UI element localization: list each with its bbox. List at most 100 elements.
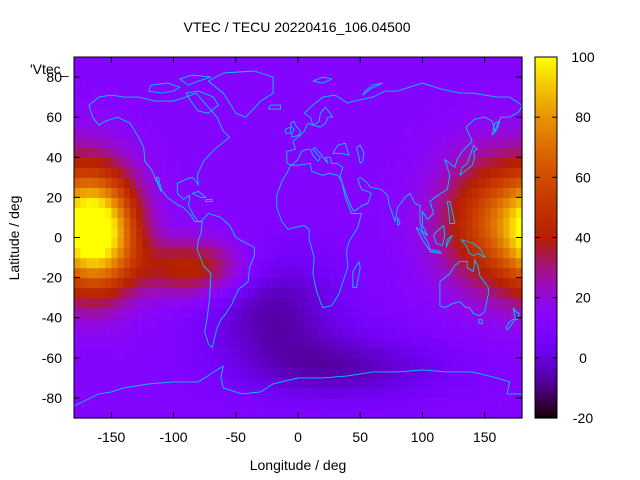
heatmap-cell: [397, 227, 405, 239]
heatmap-cell: [453, 247, 461, 259]
heatmap-cell: [354, 127, 361, 138]
heatmap-cell: [148, 217, 156, 229]
heatmap-cell: [279, 267, 287, 279]
heatmap-cell: [298, 107, 305, 118]
heatmap-cell: [198, 257, 206, 269]
heatmap-cell: [254, 107, 262, 118]
heatmap-cell: [347, 217, 355, 229]
heatmap-cell: [428, 237, 436, 249]
heatmap-cell: [92, 87, 100, 98]
heatmap-cell: [223, 197, 231, 209]
heatmap-cell: [98, 137, 106, 148]
heatmap-cell: [410, 187, 417, 198]
heatmap-cell: [86, 347, 94, 359]
heatmap-cell: [509, 397, 517, 409]
heatmap-cell: [136, 307, 144, 319]
heatmap-cell: [123, 97, 131, 108]
heatmap-cell: [260, 87, 268, 98]
heatmap-cell: [484, 207, 492, 219]
heatmap-cell: [490, 367, 498, 379]
heatmap-cell: [459, 357, 467, 369]
heatmap-cell: [291, 147, 299, 158]
heatmap-cell: [229, 317, 237, 329]
heatmap-cell: [254, 317, 262, 329]
heatmap-cell: [410, 107, 417, 118]
heatmap-cell: [285, 337, 293, 349]
heatmap-cell: [279, 367, 287, 379]
heatmap-cell: [161, 187, 168, 198]
heatmap-cell: [223, 87, 231, 98]
heatmap-cell: [105, 227, 112, 239]
heatmap-cell: [360, 97, 368, 108]
heatmap-cell: [136, 127, 144, 138]
heatmap-cell: [136, 407, 144, 419]
heatmap-cell: [92, 257, 100, 269]
heatmap-cell: [192, 67, 200, 78]
heatmap-cell: [248, 277, 256, 289]
heatmap-cell: [416, 167, 424, 178]
heatmap-cell: [472, 137, 480, 148]
heatmap-cell: [372, 197, 380, 209]
heatmap-cell: [391, 317, 399, 329]
heatmap-cell: [130, 347, 137, 359]
heatmap-cell: [497, 347, 504, 359]
heatmap-cell: [316, 407, 324, 419]
heatmap-cell: [273, 327, 280, 339]
heatmap-cell: [111, 107, 119, 118]
heatmap-cell: [291, 87, 299, 98]
heatmap-cell: [397, 357, 405, 369]
heatmap-cell: [148, 307, 156, 319]
heatmap-cell: [453, 107, 461, 118]
heatmap-cell: [179, 197, 187, 209]
heatmap-cell: [391, 187, 399, 198]
heatmap-cell: [80, 147, 88, 158]
heatmap-cell: [484, 267, 492, 279]
heatmap-cell: [92, 147, 100, 158]
coastline: [192, 190, 207, 198]
heatmap-cell: [503, 297, 511, 309]
heatmap-cell: [204, 377, 212, 389]
heatmap-cell: [111, 137, 119, 148]
heatmap-cell: [304, 67, 312, 78]
heatmap-cell: [472, 237, 480, 249]
colorbar-segment: [535, 219, 557, 224]
heatmap-cell: [148, 327, 156, 339]
heatmap-cell: [441, 147, 448, 158]
heatmap-cell: [111, 387, 119, 399]
heatmap-cell: [136, 147, 144, 158]
heatmap-cell: [204, 297, 212, 309]
heatmap-cell: [154, 287, 162, 299]
heatmap-cell: [248, 287, 256, 299]
heatmap-cell: [329, 167, 336, 178]
heatmap-cell: [497, 57, 504, 68]
heatmap-cell: [204, 167, 212, 178]
heatmap-cell: [416, 57, 424, 68]
colorbar-segment: [535, 357, 557, 362]
heatmap-cell: [453, 167, 461, 178]
heatmap-cell: [111, 57, 119, 68]
heatmap-cell: [266, 217, 274, 229]
heatmap-cell: [391, 97, 399, 108]
heatmap-cell: [378, 277, 386, 289]
heatmap-cell: [92, 107, 100, 118]
heatmap-cell: [229, 387, 237, 399]
heatmap-cell: [484, 277, 492, 289]
heatmap-cell: [105, 267, 112, 279]
heatmap-cell: [186, 157, 193, 168]
heatmap-cell: [130, 397, 137, 409]
heatmap-cell: [130, 237, 137, 249]
heatmap-cell: [117, 237, 125, 249]
heatmap-cell: [130, 147, 137, 158]
heatmap-cell: [105, 107, 112, 118]
heatmap-cell: [192, 287, 200, 299]
heatmap-cell: [322, 67, 330, 78]
heatmap-cell: [248, 167, 256, 178]
heatmap-cell: [298, 67, 305, 78]
heatmap-cell: [391, 357, 399, 369]
heatmap-cell: [80, 407, 88, 419]
heatmap-cell: [397, 147, 405, 158]
heatmap-cell: [142, 147, 150, 158]
heatmap-cell: [434, 147, 442, 158]
heatmap-cell: [242, 227, 249, 239]
heatmap-cell: [453, 77, 461, 88]
